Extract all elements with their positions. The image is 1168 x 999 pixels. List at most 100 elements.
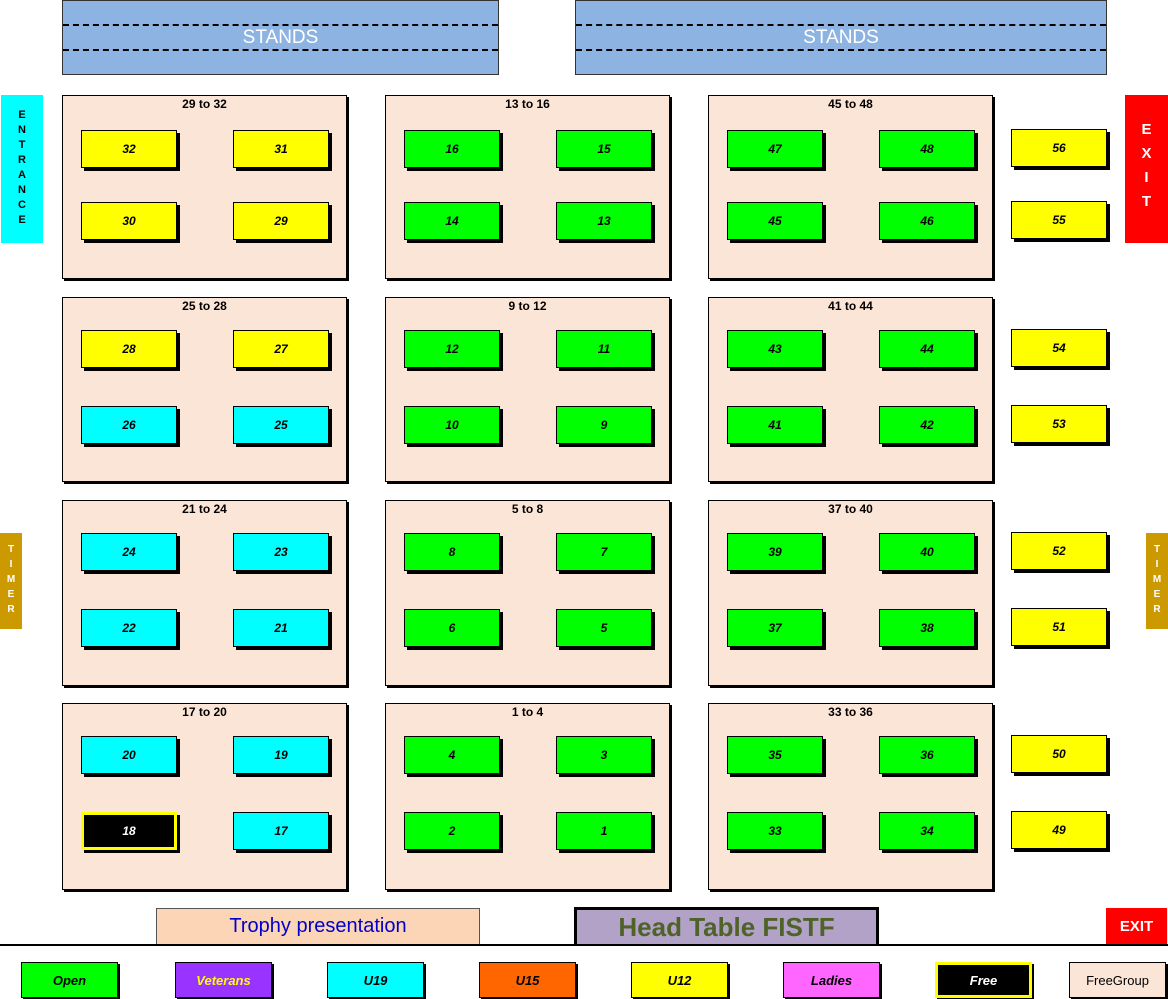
- timer-left: TIMER: [0, 533, 22, 629]
- legend-open: Open: [21, 962, 118, 998]
- table-18[interactable]: 18: [81, 812, 177, 850]
- table-group: 29 to 32 32 31 30 29: [62, 95, 347, 279]
- table-7[interactable]: 7: [556, 533, 652, 571]
- group-label: 21 to 24: [182, 502, 227, 516]
- table-37[interactable]: 37: [727, 609, 823, 647]
- table-22[interactable]: 22: [81, 609, 177, 647]
- table-40[interactable]: 40: [879, 533, 975, 571]
- table-5[interactable]: 5: [556, 609, 652, 647]
- trophy-presentation-area: Trophy presentation: [156, 908, 480, 945]
- table-41[interactable]: 41: [727, 406, 823, 444]
- table-4[interactable]: 4: [404, 736, 500, 774]
- timer-label: TIMER: [5, 543, 17, 619]
- stands-label: STANDS: [803, 26, 879, 48]
- table-36[interactable]: 36: [879, 736, 975, 774]
- table-9[interactable]: 9: [556, 406, 652, 444]
- table-45[interactable]: 45: [727, 202, 823, 240]
- table-42[interactable]: 42: [879, 406, 975, 444]
- table-group: 13 to 16 16 15 14 13: [385, 95, 670, 279]
- table-23[interactable]: 23: [233, 533, 329, 571]
- group-label: 1 to 4: [511, 705, 544, 719]
- table-15[interactable]: 15: [556, 130, 652, 168]
- table-8[interactable]: 8: [404, 533, 500, 571]
- group-label: 5 to 8: [511, 502, 544, 516]
- entrance-label: ENTRANCE: [16, 109, 28, 229]
- timer-label: TIMER: [1151, 543, 1163, 619]
- table-group: 33 to 36 35 36 33 34: [708, 703, 993, 890]
- table-group: 37 to 40 39 40 37 38: [708, 500, 993, 686]
- table-group: 41 to 44 43 44 41 42: [708, 297, 993, 482]
- timer-right: TIMER: [1146, 533, 1168, 629]
- table-20[interactable]: 20: [81, 736, 177, 774]
- table-10[interactable]: 10: [404, 406, 500, 444]
- table-group: 17 to 20 20 19 18 17: [62, 703, 347, 890]
- table-group: 45 to 48 47 48 45 46: [708, 95, 993, 279]
- legend-u12: U12: [631, 962, 728, 998]
- group-label: 45 to 48: [828, 97, 873, 111]
- table-56[interactable]: 56: [1011, 129, 1107, 167]
- legend-veterans: Veterans: [175, 962, 272, 998]
- divider: [0, 944, 1168, 946]
- table-46[interactable]: 46: [879, 202, 975, 240]
- table-29[interactable]: 29: [233, 202, 329, 240]
- group-label: 13 to 16: [505, 97, 550, 111]
- table-49[interactable]: 49: [1011, 811, 1107, 849]
- table-50[interactable]: 50: [1011, 735, 1107, 773]
- stands-right: STANDS: [575, 0, 1107, 75]
- table-group: 9 to 12 12 11 10 9: [385, 297, 670, 482]
- table-16[interactable]: 16: [404, 130, 500, 168]
- stands-left: STANDS: [62, 0, 499, 75]
- table-55[interactable]: 55: [1011, 201, 1107, 239]
- table-28[interactable]: 28: [81, 330, 177, 368]
- legend-u19: U19: [327, 962, 424, 998]
- table-21[interactable]: 21: [233, 609, 329, 647]
- group-label: 41 to 44: [828, 299, 873, 313]
- table-33[interactable]: 33: [727, 812, 823, 850]
- table-13[interactable]: 13: [556, 202, 652, 240]
- group-label: 9 to 12: [508, 299, 547, 313]
- table-38[interactable]: 38: [879, 609, 975, 647]
- table-31[interactable]: 31: [233, 130, 329, 168]
- exit-bottom: EXIT: [1106, 908, 1167, 945]
- legend-u15: U15: [479, 962, 576, 998]
- stands-label: STANDS: [242, 26, 319, 48]
- group-label: 17 to 20: [182, 705, 227, 719]
- table-32[interactable]: 32: [81, 130, 177, 168]
- table-47[interactable]: 47: [727, 130, 823, 168]
- table-12[interactable]: 12: [404, 330, 500, 368]
- table-27[interactable]: 27: [233, 330, 329, 368]
- table-30[interactable]: 30: [81, 202, 177, 240]
- table-14[interactable]: 14: [404, 202, 500, 240]
- table-group: 5 to 8 8 7 6 5: [385, 500, 670, 686]
- legend-freegroup: FreeGroup: [1069, 962, 1166, 998]
- table-39[interactable]: 39: [727, 533, 823, 571]
- legend-ladies: Ladies: [783, 962, 880, 998]
- table-53[interactable]: 53: [1011, 405, 1107, 443]
- entrance-sign: ENTRANCE: [1, 95, 43, 243]
- exit-sign: EXIT: [1125, 95, 1168, 243]
- table-26[interactable]: 26: [81, 406, 177, 444]
- table-52[interactable]: 52: [1011, 532, 1107, 570]
- table-3[interactable]: 3: [556, 736, 652, 774]
- group-label: 29 to 32: [182, 97, 227, 111]
- exit-label: EXIT: [1138, 121, 1155, 217]
- table-11[interactable]: 11: [556, 330, 652, 368]
- table-group: 1 to 4 4 3 2 1: [385, 703, 670, 890]
- group-label: 25 to 28: [182, 299, 227, 313]
- table-1[interactable]: 1: [556, 812, 652, 850]
- table-48[interactable]: 48: [879, 130, 975, 168]
- table-51[interactable]: 51: [1011, 608, 1107, 646]
- table-44[interactable]: 44: [879, 330, 975, 368]
- group-label: 37 to 40: [828, 502, 873, 516]
- table-6[interactable]: 6: [404, 609, 500, 647]
- table-17[interactable]: 17: [233, 812, 329, 850]
- table-43[interactable]: 43: [727, 330, 823, 368]
- table-35[interactable]: 35: [727, 736, 823, 774]
- head-table: Head Table FISTF: [574, 907, 879, 945]
- table-2[interactable]: 2: [404, 812, 500, 850]
- table-54[interactable]: 54: [1011, 329, 1107, 367]
- table-19[interactable]: 19: [233, 736, 329, 774]
- table-34[interactable]: 34: [879, 812, 975, 850]
- table-24[interactable]: 24: [81, 533, 177, 571]
- table-25[interactable]: 25: [233, 406, 329, 444]
